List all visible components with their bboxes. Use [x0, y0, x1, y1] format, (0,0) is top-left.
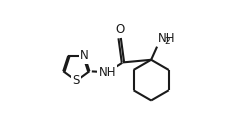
Text: NH: NH [158, 32, 175, 45]
Text: NH: NH [99, 66, 116, 79]
Text: O: O [115, 23, 124, 36]
Text: 2: 2 [164, 37, 170, 46]
Text: N: N [80, 49, 89, 62]
Text: S: S [73, 74, 80, 87]
